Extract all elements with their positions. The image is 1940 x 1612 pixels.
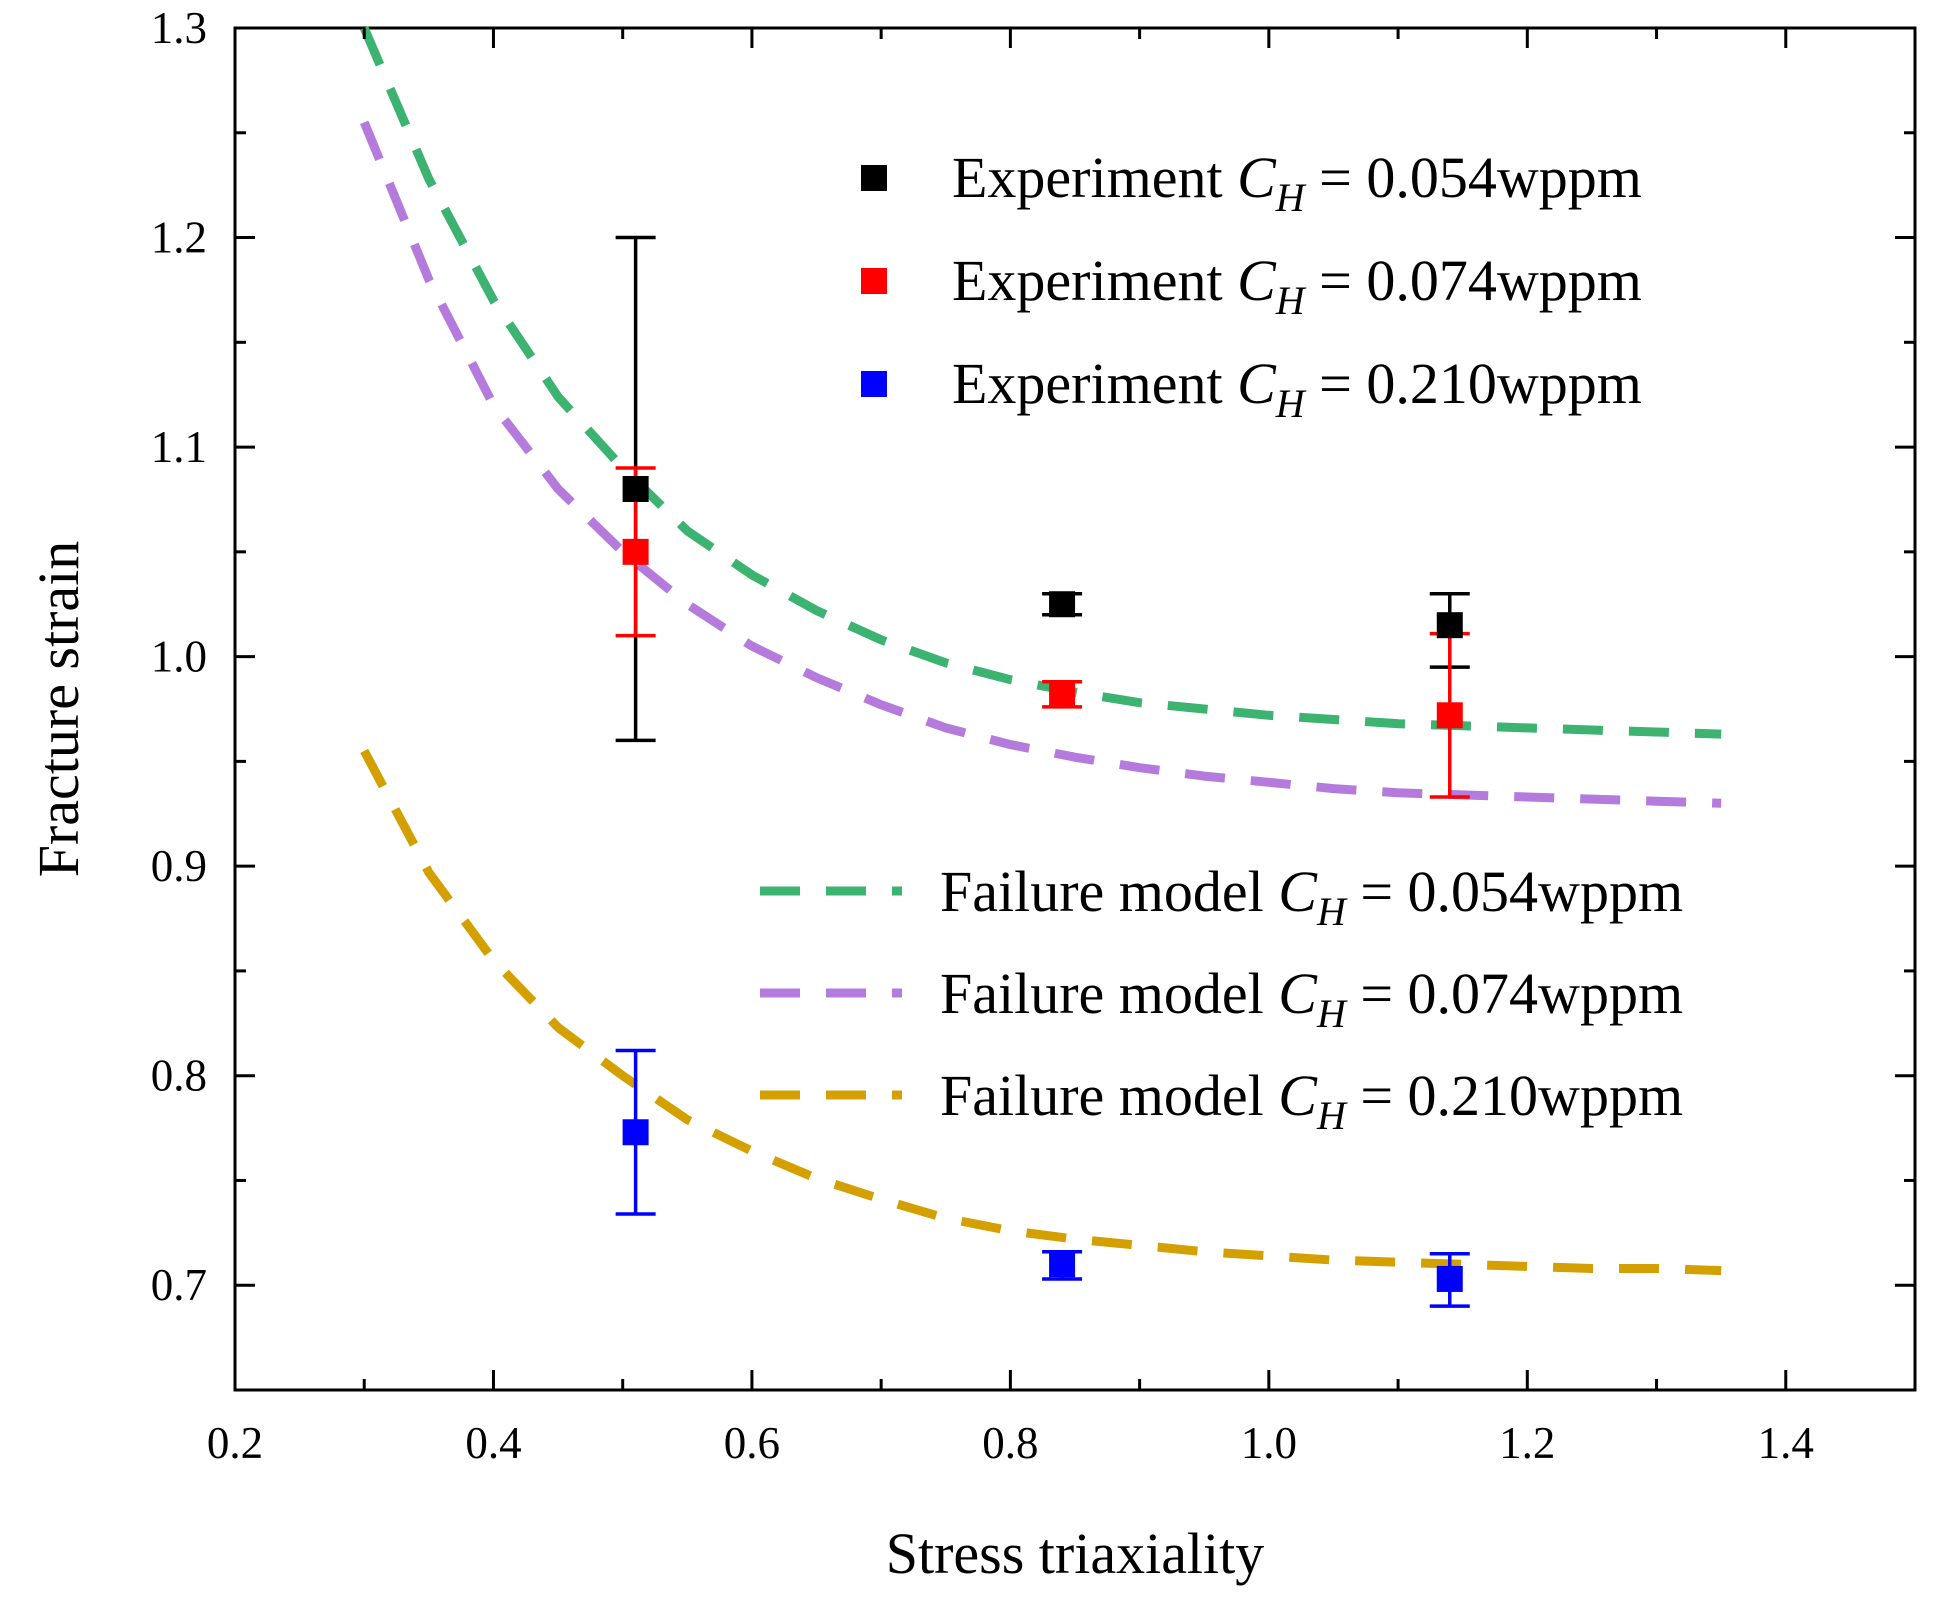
legend-label: Failure model CH = 0.054wppm xyxy=(940,859,1683,934)
x-tick-label: 0.4 xyxy=(465,1418,521,1468)
legend: Experiment CH = 0.054wppm Experiment CH =… xyxy=(760,145,1683,1138)
y-tick-label: 0.9 xyxy=(151,841,207,891)
legend-marker xyxy=(861,268,887,294)
data-point-1 xyxy=(622,538,649,565)
data-point-1 xyxy=(1436,702,1463,729)
x-axis-title: Stress triaxiality xyxy=(886,1521,1265,1586)
legend-label: Failure model CH = 0.074wppm xyxy=(940,961,1683,1036)
data-point-2 xyxy=(1436,1265,1463,1292)
model-line-0 xyxy=(360,26,1722,739)
x-tick-label: 1.2 xyxy=(1499,1418,1555,1468)
experiment-markers xyxy=(622,475,1463,1292)
data-point-0 xyxy=(622,475,649,502)
data-point-1 xyxy=(1049,681,1076,708)
y-tick-label: 1.3 xyxy=(151,3,207,53)
y-tick-label: 1.0 xyxy=(151,632,207,682)
legend-label: Experiment CH = 0.074wppm xyxy=(952,248,1642,323)
legend-marker xyxy=(861,371,887,397)
data-point-2 xyxy=(1049,1251,1076,1278)
legend-marker xyxy=(861,165,887,191)
data-point-0 xyxy=(1436,612,1463,639)
legend-label: Experiment CH = 0.054wppm xyxy=(952,145,1642,220)
plot-area xyxy=(233,26,1917,1392)
y-tick-label: 1.2 xyxy=(151,213,207,263)
x-tick-label: 0.8 xyxy=(982,1418,1038,1468)
data-point-2 xyxy=(622,1119,649,1146)
y-tick-label: 1.1 xyxy=(151,422,207,472)
x-tick-label: 0.2 xyxy=(207,1418,263,1468)
model-line-1 xyxy=(360,120,1722,808)
x-tick-label: 1.0 xyxy=(1241,1418,1297,1468)
legend-label: Experiment CH = 0.210wppm xyxy=(952,351,1642,426)
axis-tick-labels: 0.2 0.4 0.6 0.8 1.0 1.2 1.4 0.7 0.8 0.9 1.0 1.1 1.2 1… xyxy=(151,3,1814,1468)
model-lines xyxy=(360,26,1722,1276)
y-tick-label: 0.7 xyxy=(151,1260,207,1310)
data-point-0 xyxy=(1049,591,1076,618)
y-tick-label: 0.8 xyxy=(151,1051,207,1101)
x-tick-label: 1.4 xyxy=(1758,1418,1814,1468)
y-axis-title: Fracture strain xyxy=(26,541,91,878)
x-tick-label: 0.6 xyxy=(724,1418,780,1468)
axis-ticks xyxy=(233,26,1917,1392)
model-line-2 xyxy=(360,748,1722,1276)
legend-label: Failure model CH = 0.210wppm xyxy=(940,1063,1683,1138)
